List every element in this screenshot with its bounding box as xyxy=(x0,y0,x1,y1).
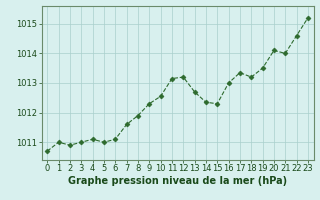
X-axis label: Graphe pression niveau de la mer (hPa): Graphe pression niveau de la mer (hPa) xyxy=(68,176,287,186)
